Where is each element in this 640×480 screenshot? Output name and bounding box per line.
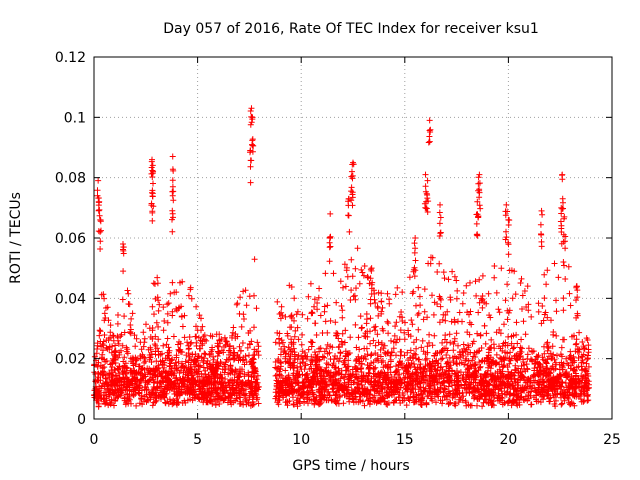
roti-peak-point [345, 195, 352, 202]
roti-peak-point [149, 156, 156, 163]
roti-peak-point [97, 216, 104, 223]
roti-peak-point [561, 213, 568, 220]
roti-peak-point [426, 117, 433, 124]
roti-peak-point [248, 105, 255, 112]
x-tick-label: 5 [193, 432, 202, 448]
points-layer [91, 105, 592, 410]
axes-layer: 0 0.02 0.04 0.06 0.08 0.1 0.12 0 5 10 15 20 25 [55, 50, 621, 448]
roti-peak-point [348, 168, 355, 175]
y-tick-label: 0.1 [64, 110, 86, 126]
roti-peak-point [558, 204, 565, 211]
y-tick-label: 0.04 [55, 291, 86, 307]
roti-peak-point [327, 210, 334, 217]
roti-peak-point [505, 216, 512, 223]
y-axis-label: ROTI / TECUs [8, 192, 24, 284]
x-tick-label: 25 [603, 432, 621, 448]
roti-peak-point [368, 265, 375, 272]
y-tick-label: 0.12 [55, 50, 86, 66]
roti-peak-point [422, 171, 429, 178]
x-axis-label: GPS time / hours [292, 458, 409, 474]
y-tick-label: 0.02 [55, 352, 86, 368]
roti-peak-point [503, 201, 510, 208]
x-tick-label: 15 [396, 432, 414, 448]
roti-peak-point [149, 189, 156, 196]
roti-peak-point [437, 201, 444, 208]
roti-peak-point [150, 168, 157, 175]
roti-peak-point [573, 283, 580, 290]
roti-peak-point [249, 114, 256, 121]
roti-peak-point [247, 147, 254, 154]
roti-peak-point [169, 153, 176, 160]
roti-peak-point [424, 177, 431, 184]
x-tick-label: 10 [292, 432, 310, 448]
roti-peak-point [538, 207, 545, 214]
x-tick-label: 0 [90, 432, 99, 448]
roti-peak-point [559, 171, 566, 178]
roti-peak-point [169, 192, 176, 199]
roti-peak-point [96, 198, 103, 205]
roti-peak-point [412, 235, 419, 241]
x-tick-label: 20 [499, 432, 517, 448]
chart-title: Day 057 of 2016, Rate Of TEC Index for r… [163, 21, 539, 37]
y-tick-label: 0.08 [55, 171, 86, 187]
roti-peak-point [120, 241, 127, 248]
grid-layer [94, 57, 612, 419]
roti-peak-point [475, 180, 482, 187]
y-tick-label: 0 [77, 412, 86, 428]
roti-peak-point [474, 198, 481, 205]
roti-peak-point [350, 159, 356, 166]
roti-peak-point [95, 177, 102, 184]
roti-data-points [91, 108, 592, 410]
y-tick-label: 0.06 [55, 231, 86, 247]
roti-peak-point [476, 171, 483, 178]
